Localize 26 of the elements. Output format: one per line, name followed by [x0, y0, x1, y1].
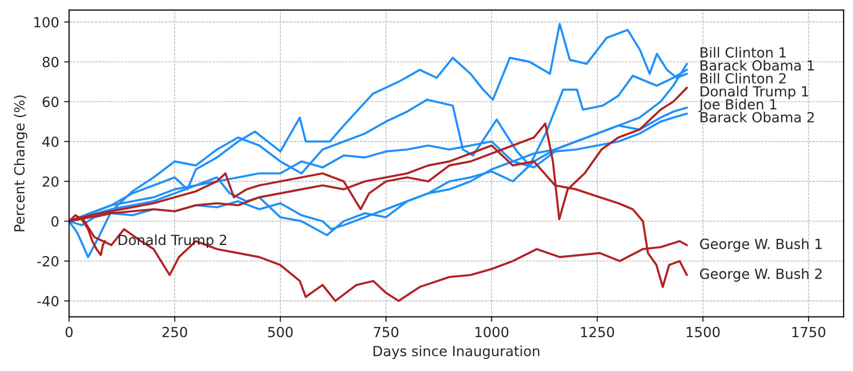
y-tick-label: -20 [37, 256, 58, 267]
y-tick-label: 80 [42, 56, 58, 68]
series-label: Barack Obama 2 [700, 112, 814, 122]
y-tick-label: 0 [51, 216, 58, 227]
x-tick-label: 250 [162, 326, 188, 338]
y-axis-title: Percent Change (%) [14, 95, 28, 232]
x-axis-title: Days since Inauguration [374, 346, 540, 359]
series-label: Joe Biden 1 [698, 98, 776, 112]
x-tick-label: 750 [374, 326, 398, 338]
y-tick-label: 40 [42, 136, 58, 147]
x-tick-label: 1000 [475, 326, 508, 338]
series-label: George W. Bush 2 [700, 268, 822, 282]
y-tick-label: 20 [42, 176, 58, 187]
series-label: George W. Bush 1 [700, 238, 822, 252]
x-tick-label: 1250 [581, 326, 614, 338]
series-label: Bill Clinton 1 [700, 46, 786, 58]
x-tick-label: 0 [66, 326, 73, 338]
y-tick-label: 60 [42, 96, 58, 108]
y-tick-label: 100 [34, 16, 58, 28]
y-tick-label: -40 [37, 296, 58, 306]
series-label: Bill Clinton 2 [700, 72, 786, 84]
series-label: Barack Obama 1 [700, 60, 814, 71]
x-tick-label: 1750 [792, 326, 826, 338]
x-tick-label: 1500 [686, 326, 720, 338]
series-label: Donald Trump 1 [700, 86, 808, 100]
x-tick-label: 500 [268, 326, 293, 338]
